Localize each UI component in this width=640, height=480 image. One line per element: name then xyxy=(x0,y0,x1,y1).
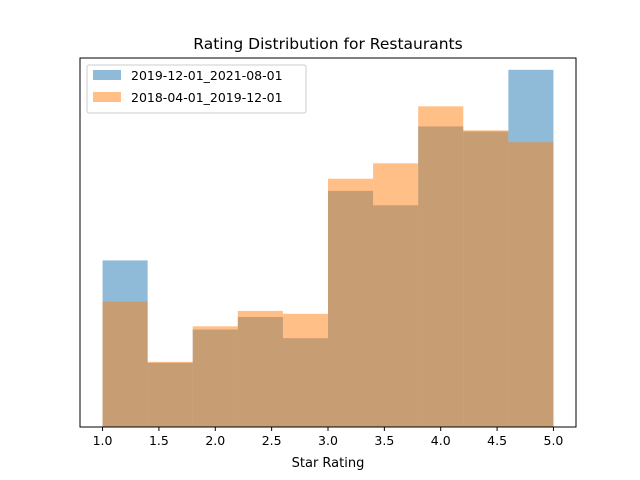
legend-swatch-1 xyxy=(93,70,121,80)
x-tick-label: 2.0 xyxy=(205,433,225,448)
x-tick-label: 3.0 xyxy=(318,433,338,448)
x-tick-label: 1.5 xyxy=(149,433,169,448)
x-tick-label: 4.5 xyxy=(487,433,507,448)
bar-series-2-bin-2 xyxy=(147,361,193,427)
bar-series-2-bin-1 xyxy=(102,301,148,427)
legend: 2019-12-01_2021-08-01 2018-04-01_2019-12-… xyxy=(86,64,307,114)
bar-series-2-bin-4 xyxy=(237,310,283,427)
x-tick-label: 5.0 xyxy=(544,433,564,448)
legend-frame xyxy=(86,64,307,114)
bar-series-2-bin-7 xyxy=(373,163,419,427)
bars-layer xyxy=(102,69,554,428)
x-tick-label: 4.0 xyxy=(431,433,451,448)
bar-series-2-bin-9 xyxy=(463,130,509,427)
legend-label-2: 2018-04-01_2019-12-01 xyxy=(131,90,283,105)
bar-series-2-bin-6 xyxy=(328,178,374,427)
bar-series-2-bin-3 xyxy=(192,326,238,427)
bar-series-2-bin-5 xyxy=(282,313,328,427)
x-axis-label: Star Rating xyxy=(292,456,365,471)
legend-label-1: 2019-12-01_2021-08-01 xyxy=(131,68,283,83)
legend-swatch-2 xyxy=(93,92,121,102)
x-axis-ticks: 1.0 1.5 2.0 2.5 3.0 3.5 4.0 4.5 5.0 xyxy=(93,427,564,448)
x-tick-label: 2.5 xyxy=(262,433,282,448)
chart-title: Rating Distribution for Restaurants xyxy=(193,35,462,53)
x-tick-label: 1.0 xyxy=(93,433,113,448)
x-tick-label: 3.5 xyxy=(374,433,394,448)
bar-series-2-bin-8 xyxy=(418,106,464,427)
bar-series-2-bin-10 xyxy=(508,142,554,427)
